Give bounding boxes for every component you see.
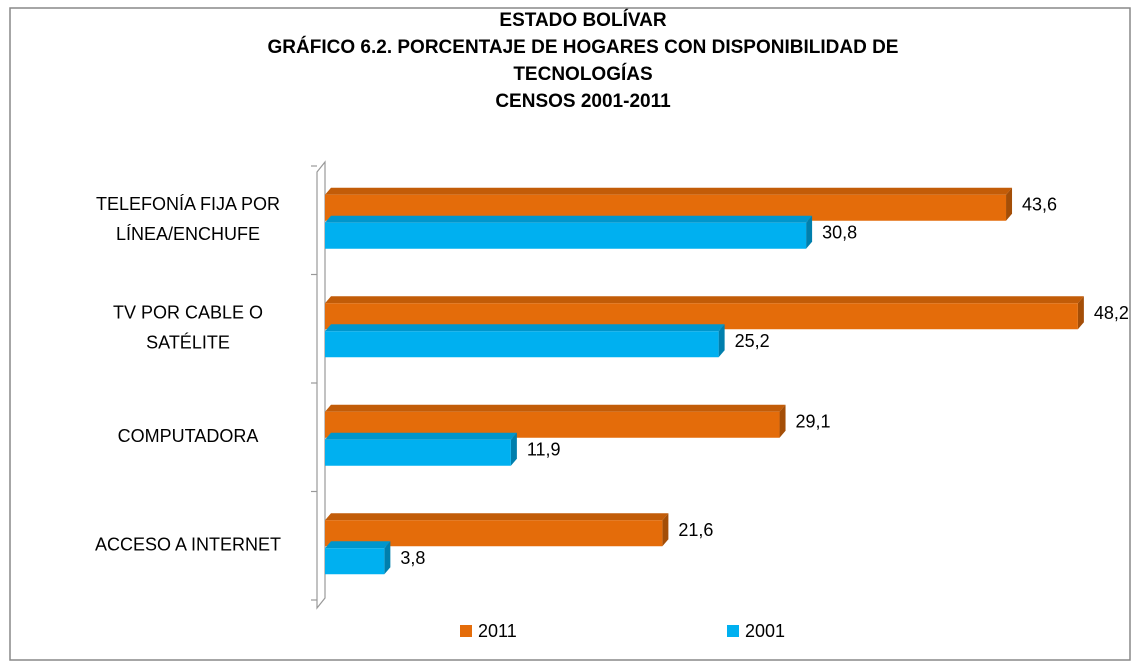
- chart-title: GRÁFICO 6.2. PORCENTAJE DE HOGARES CON D…: [268, 36, 899, 58]
- bar-top: [325, 513, 669, 521]
- bar: [325, 439, 511, 466]
- value-label: 11,9: [527, 440, 561, 460]
- legend-swatch: [727, 625, 739, 637]
- legend-label: 2001: [745, 621, 785, 641]
- bar-top: [325, 404, 786, 412]
- bar-top: [325, 432, 517, 440]
- value-label: 29,1: [796, 412, 831, 432]
- bar-side: [1006, 187, 1013, 221]
- bar-top: [325, 296, 1084, 304]
- value-label: 48,2: [1094, 303, 1129, 323]
- bar: [325, 548, 385, 575]
- chart-title: CENSOS 2001-2011: [495, 91, 671, 112]
- y-tick-label: ACCESO A INTERNET: [95, 535, 281, 555]
- y-tick-label: COMPUTADORA: [118, 426, 259, 446]
- bar-top: [325, 541, 391, 549]
- bar: [325, 222, 807, 249]
- chart-title: ESTADO BOLÍVAR: [499, 9, 666, 31]
- bar-side: [1077, 296, 1084, 330]
- value-label: 25,2: [735, 331, 770, 351]
- y-tick-label: TV POR CABLE O: [113, 303, 263, 323]
- bar-side: [806, 215, 813, 249]
- y-tick-label: TELEFONÍA FIJA POR: [96, 194, 280, 214]
- bar-top: [325, 187, 1013, 195]
- bar-side: [662, 513, 669, 547]
- bar: [325, 331, 719, 358]
- bar-top: [325, 215, 813, 223]
- legend-swatch: [460, 625, 472, 637]
- value-label: 30,8: [822, 223, 857, 243]
- bar-side: [779, 404, 786, 438]
- y-tick-label: LÍNEA/ENCHUFE: [116, 224, 260, 244]
- bar-top: [325, 324, 725, 332]
- legend-label: 2011: [478, 621, 517, 641]
- axis-wall: [316, 160, 326, 610]
- bar-side: [718, 324, 725, 358]
- chart-title: TECNOLOGÍAS: [513, 63, 652, 85]
- value-label: 3,8: [400, 548, 425, 568]
- y-tick-label: SATÉLITE: [146, 333, 230, 353]
- value-label: 43,6: [1022, 195, 1057, 215]
- value-label: 21,6: [678, 520, 713, 540]
- bar-side: [510, 432, 517, 466]
- bar-side: [384, 541, 391, 575]
